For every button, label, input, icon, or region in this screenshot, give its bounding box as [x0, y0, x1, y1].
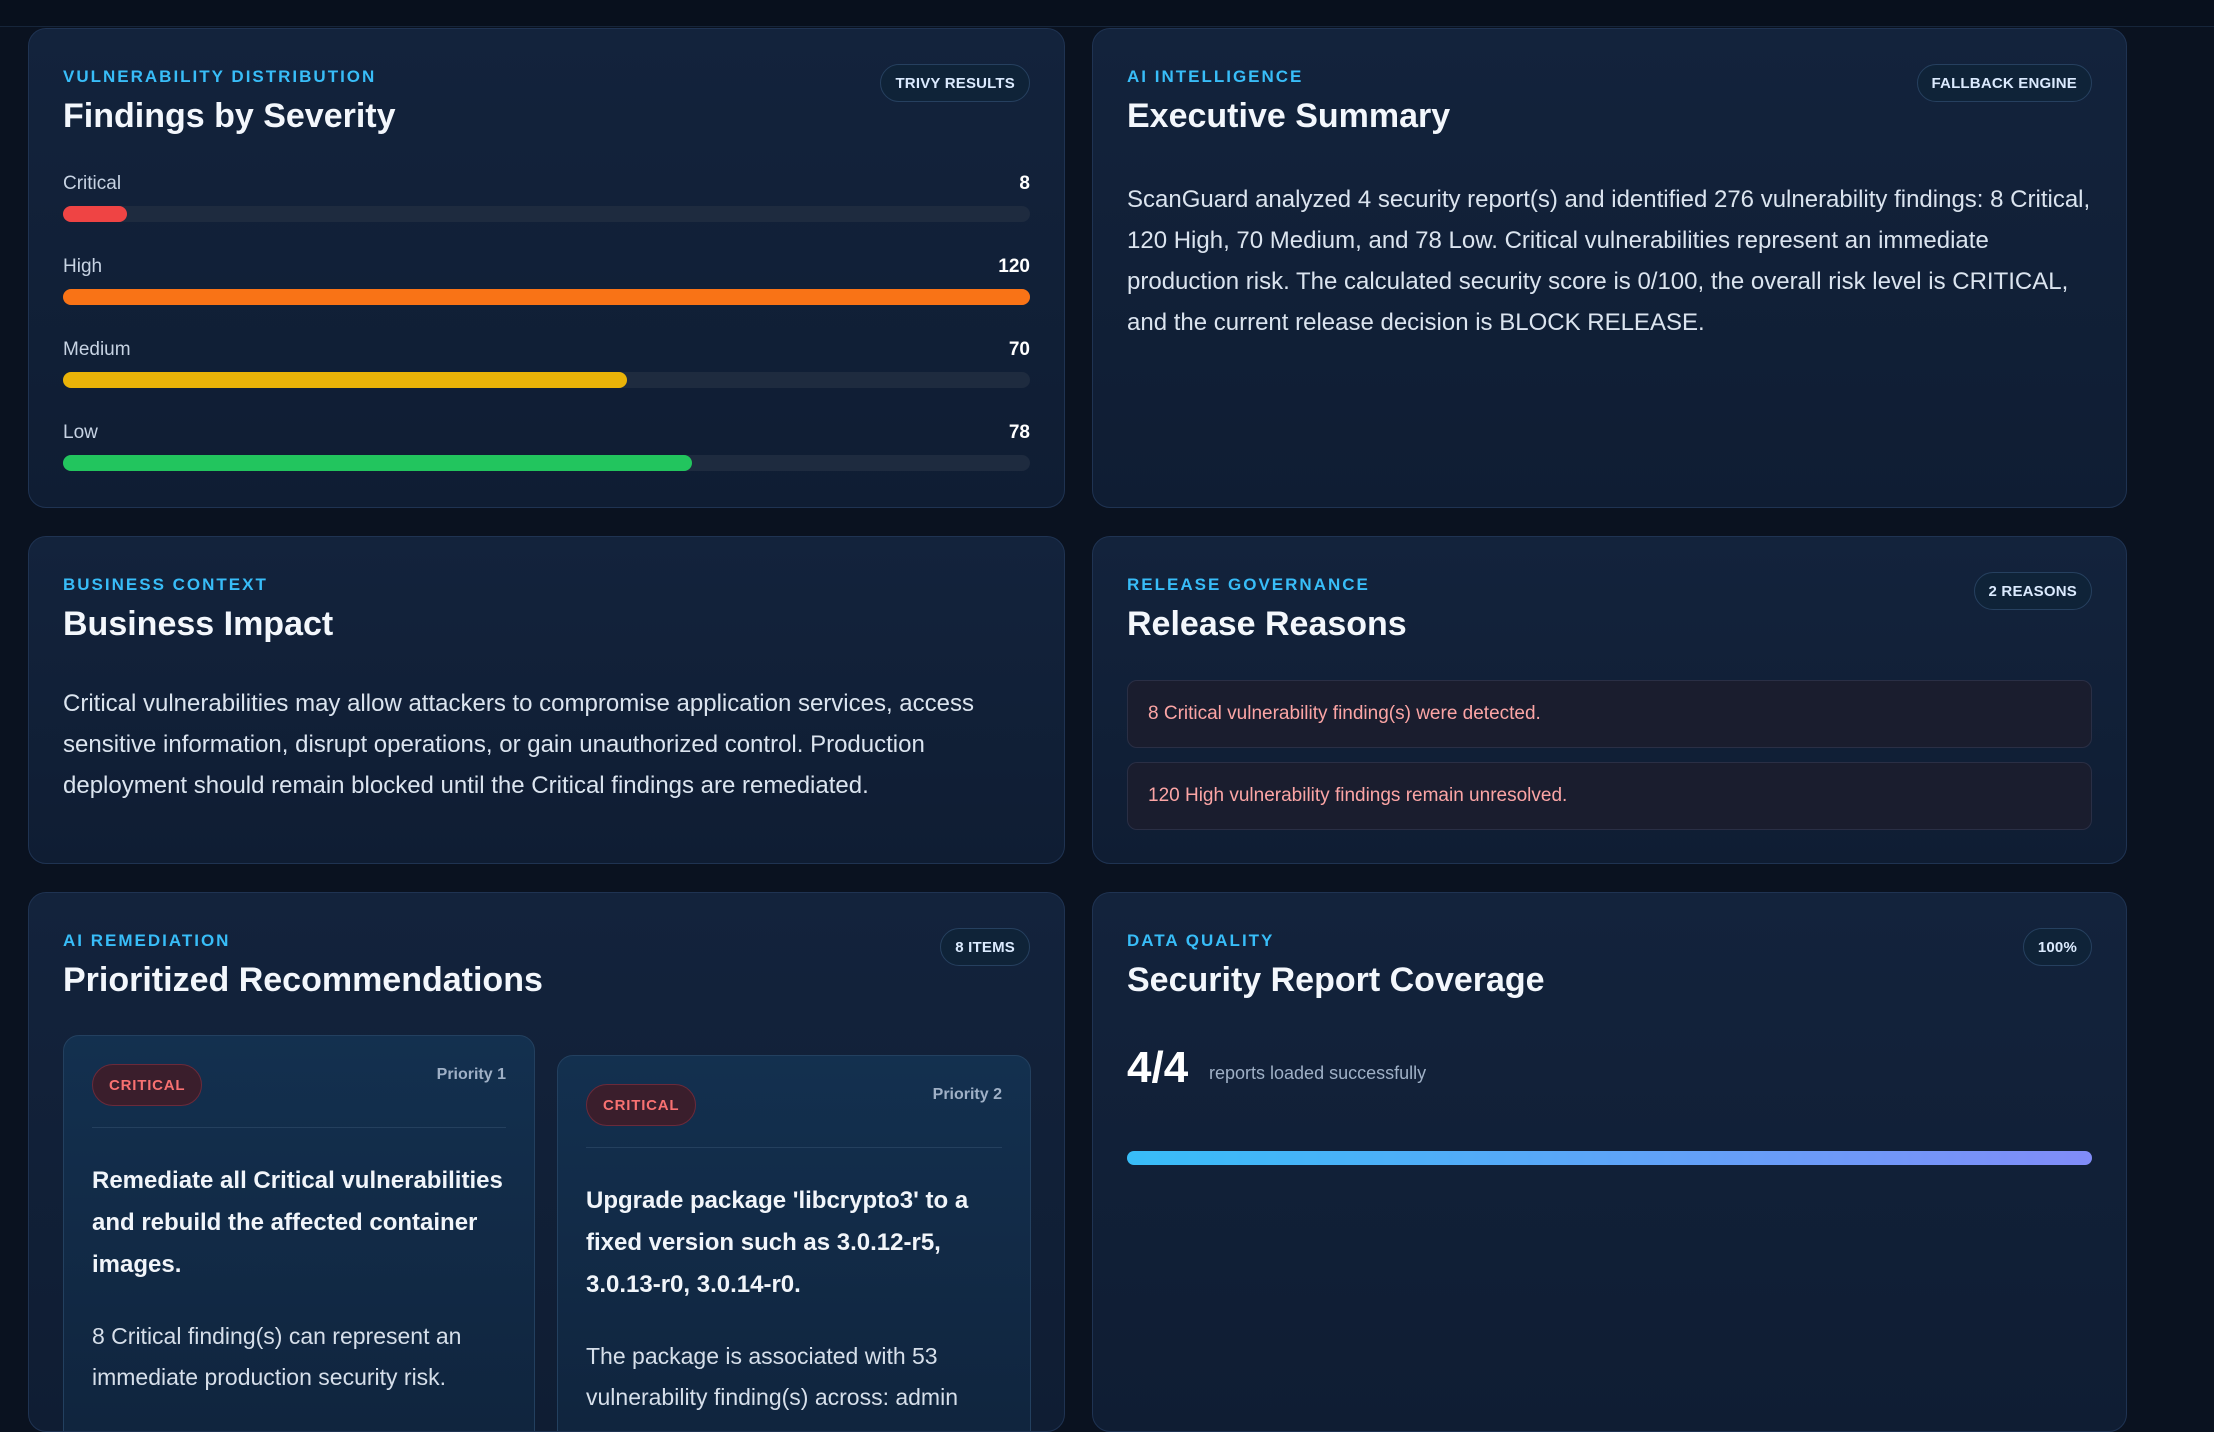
severity-track	[63, 455, 1030, 471]
release-reason-item: 8 Critical vulnerability finding(s) were…	[1127, 680, 2092, 748]
coverage-subtext: reports loaded successfully	[1209, 1063, 1427, 1083]
release-eyebrow: RELEASE GOVERNANCE	[1127, 575, 1370, 594]
release-reason-item: 120 High vulnerability findings remain u…	[1127, 762, 2092, 830]
severity-label: Critical	[63, 173, 122, 194]
coverage-percent-badge: 100%	[2022, 928, 2092, 966]
severity-label: Medium	[63, 339, 131, 360]
recommendation-title: Remediate all Critical vulnerabilities a…	[92, 1167, 503, 1278]
severity-count: 70	[1008, 339, 1030, 360]
release-title: Release Reasons	[1127, 605, 1407, 643]
severity-row-high: High 120	[63, 256, 1030, 316]
severity-label: High	[63, 256, 103, 277]
coverage-title: Security Report Coverage	[1127, 961, 1545, 999]
coverage-progress-fill	[1127, 1151, 2092, 1165]
coverage-value: 4/4	[1127, 1043, 1189, 1092]
business-impact-card: BUSINESS CONTEXT Business Impact Critica…	[28, 536, 1065, 864]
severity-count: 8	[1019, 173, 1030, 194]
severity-track	[63, 289, 1030, 305]
severity-eyebrow: VULNERABILITY DISTRIBUTION	[63, 67, 377, 86]
severity-bar-critical	[63, 206, 128, 222]
recommendation-card-1[interactable]: CRITICAL Priority 1 Remediate all Critic…	[63, 1035, 535, 1431]
summary-eyebrow: AI INTELLIGENCE	[1127, 67, 1304, 86]
priority-label: Priority 2	[932, 1086, 1002, 1103]
fallback-engine-badge: FALLBACK ENGINE	[1916, 64, 2092, 102]
business-text: Critical vulnerabilities may allow attac…	[63, 690, 975, 799]
recommendation-card-2[interactable]: CRITICAL Priority 2 Upgrade package 'lib…	[557, 1055, 1031, 1431]
severity-row-critical: Critical 8	[63, 173, 1030, 233]
business-title: Business Impact	[63, 605, 334, 643]
findings-by-severity-card: VULNERABILITY DISTRIBUTION Findings by S…	[28, 28, 1065, 508]
severity-count: 78	[1008, 422, 1030, 443]
recommendations-card: AI REMEDIATION Prioritized Recommendatio…	[28, 892, 1065, 1432]
trivy-results-badge: TRIVY RESULTS	[880, 64, 1030, 102]
severity-label: Low	[63, 422, 98, 443]
recommendation-text: The package is associated with 53 vulner…	[586, 1343, 958, 1410]
severity-track	[63, 372, 1030, 388]
business-eyebrow: BUSINESS CONTEXT	[63, 575, 268, 594]
coverage-eyebrow: DATA QUALITY	[1127, 931, 1275, 950]
release-reasons-card: RELEASE GOVERNANCE Release Reasons 2 REA…	[1092, 536, 2127, 864]
severity-row-medium: Medium 70	[63, 339, 1030, 399]
recommendations-title: Prioritized Recommendations	[63, 961, 543, 999]
summary-text: ScanGuard analyzed 4 security report(s) …	[1127, 186, 2091, 336]
top-bar	[0, 0, 2214, 27]
recommendation-text: 8 Critical finding(s) can represent an i…	[92, 1323, 462, 1390]
reasons-count-badge: 2 REASONS	[1973, 572, 2092, 610]
severity-badge: CRITICAL	[586, 1084, 697, 1126]
severity-row-low: Low 78	[63, 422, 1030, 482]
recommendation-title: Upgrade package 'libcrypto3' to a fixed …	[586, 1187, 969, 1298]
severity-count: 120	[998, 256, 1030, 277]
recommendations-eyebrow: AI REMEDIATION	[63, 931, 231, 950]
divider	[92, 1127, 506, 1128]
severity-title: Findings by Severity	[63, 97, 396, 135]
report-coverage-card: DATA QUALITY Security Report Coverage 10…	[1092, 892, 2127, 1432]
severity-bar-low	[63, 455, 692, 471]
severity-bar-high	[63, 289, 1030, 305]
severity-track	[63, 206, 1030, 222]
severity-badge: CRITICAL	[92, 1064, 203, 1106]
summary-title: Executive Summary	[1127, 97, 1451, 135]
executive-summary-card: AI INTELLIGENCE Executive Summary FALLBA…	[1092, 28, 2127, 508]
coverage-progress-track	[1127, 1151, 2092, 1165]
divider	[586, 1147, 1002, 1148]
severity-bar-medium	[63, 372, 628, 388]
items-count-badge: 8 ITEMS	[940, 928, 1030, 966]
priority-label: Priority 1	[436, 1066, 506, 1083]
